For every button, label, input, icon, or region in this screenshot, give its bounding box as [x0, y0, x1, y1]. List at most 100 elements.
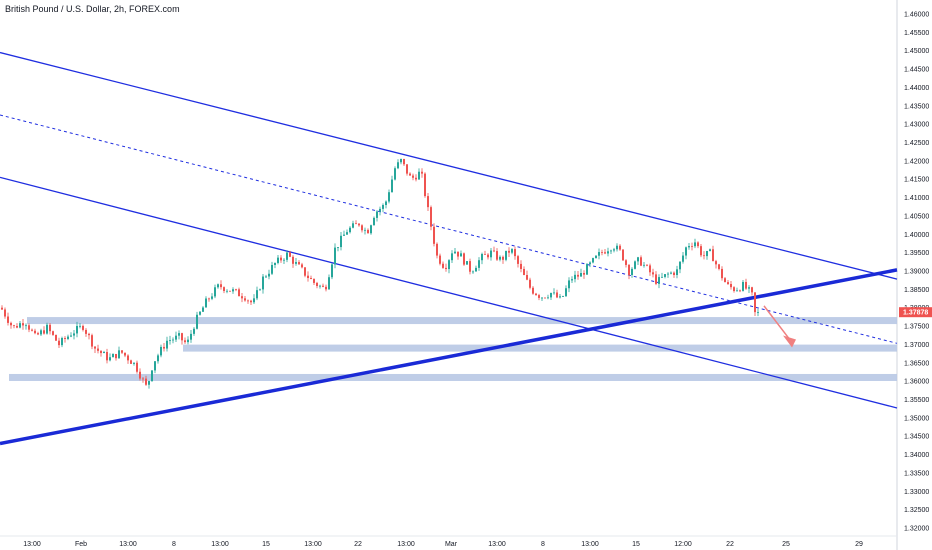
candle-body [739, 290, 741, 292]
time-tick-label: 25 [782, 541, 790, 548]
candle-body [445, 267, 447, 270]
time-tick-label: Mar [445, 541, 458, 548]
candle-body [256, 290, 258, 299]
candle-body [259, 289, 261, 291]
candle-body [694, 242, 696, 247]
candle-body [385, 201, 387, 205]
candle-body [493, 250, 495, 252]
candle-body [268, 273, 270, 277]
candle-body [664, 274, 666, 277]
candle-body [565, 288, 567, 297]
candle-body [490, 250, 492, 258]
candle-body [535, 293, 537, 296]
candle-body [463, 253, 465, 265]
candle-body [154, 361, 156, 371]
candle-body [727, 282, 729, 284]
candle-body [643, 264, 645, 266]
candle-body [583, 273, 585, 275]
projection-arrow-line[interactable] [763, 305, 790, 339]
time-tick-label: 13:00 [488, 541, 506, 548]
candle-body [649, 265, 651, 273]
candle-body [115, 353, 117, 359]
candle-body [733, 287, 735, 292]
projection-arrowhead[interactable] [783, 335, 796, 348]
candle-body [301, 264, 303, 268]
time-tick-label: 29 [855, 541, 863, 548]
middle-channel-line[interactable] [0, 114, 898, 344]
price-tick-label: 1.32000 [904, 526, 929, 533]
support-zone-3[interactable] [9, 373, 897, 381]
candle-body [520, 263, 522, 269]
candle-body [625, 260, 627, 265]
candle-body [529, 279, 531, 288]
price-tick-label: 1.41000 [904, 195, 929, 202]
candle-body [721, 268, 723, 279]
time-tick-label: 8 [172, 541, 176, 548]
support-zone-1[interactable] [27, 317, 897, 325]
candle-body [73, 333, 75, 336]
candle-body [652, 272, 654, 275]
candle-body [364, 229, 366, 231]
candle-body [181, 333, 183, 341]
price-tick-label: 1.45000 [904, 48, 929, 55]
candle-body [67, 336, 69, 339]
candle-body [139, 371, 141, 379]
candle-body [283, 259, 285, 261]
candle-body [745, 281, 747, 289]
last-price-label: 1.37878 [903, 310, 928, 317]
candle-body [436, 243, 438, 256]
candle-body [580, 273, 582, 277]
price-tick-label: 1.46000 [904, 12, 929, 19]
candle-body [586, 264, 588, 275]
candle-body [142, 378, 144, 380]
candle-body [547, 297, 549, 299]
candle-body [337, 247, 339, 248]
candle-body [715, 261, 717, 265]
upper-channel-line[interactable] [0, 51, 898, 280]
candle-body [166, 340, 168, 349]
candle-body [439, 255, 441, 264]
candle-body [241, 296, 243, 299]
candle-body [160, 346, 162, 356]
lower-channel-line[interactable] [0, 176, 898, 409]
candle-body [724, 278, 726, 283]
candle-body [253, 298, 255, 303]
candle-body [640, 257, 642, 266]
candle-body [178, 333, 180, 336]
candle-body [676, 269, 678, 276]
candle-body [217, 284, 219, 288]
candle-body [607, 251, 609, 254]
candle-body [52, 331, 54, 335]
rising-trendline[interactable] [0, 268, 898, 446]
candle-body [451, 253, 453, 261]
candle-body [502, 256, 504, 260]
candle-body [103, 351, 105, 354]
candle-body [232, 289, 234, 292]
candle-body [496, 251, 498, 260]
candle-body [295, 262, 297, 264]
price-tick-label: 1.37500 [904, 324, 929, 331]
candle-body [61, 337, 63, 346]
plot-area [0, 0, 897, 550]
time-tick-label: 15 [262, 541, 270, 548]
candle-body [685, 247, 687, 256]
candle-body [712, 249, 714, 262]
candle-body [40, 330, 42, 335]
candle-body [517, 256, 519, 264]
candle-body [148, 381, 150, 385]
price-tick-label: 1.36500 [904, 360, 929, 367]
candle-body [274, 262, 276, 265]
candle-body [697, 242, 699, 247]
price-tick-label: 1.44500 [904, 67, 929, 74]
candle-body [658, 277, 660, 284]
candle-body [499, 256, 501, 260]
candle-body [145, 378, 147, 385]
candle-body [37, 333, 39, 335]
support-zone-2[interactable] [183, 344, 897, 352]
candle-body [394, 168, 396, 180]
candle-body [577, 274, 579, 277]
candle-body [559, 296, 561, 298]
candle-body [505, 250, 507, 260]
candle-body [550, 292, 552, 298]
